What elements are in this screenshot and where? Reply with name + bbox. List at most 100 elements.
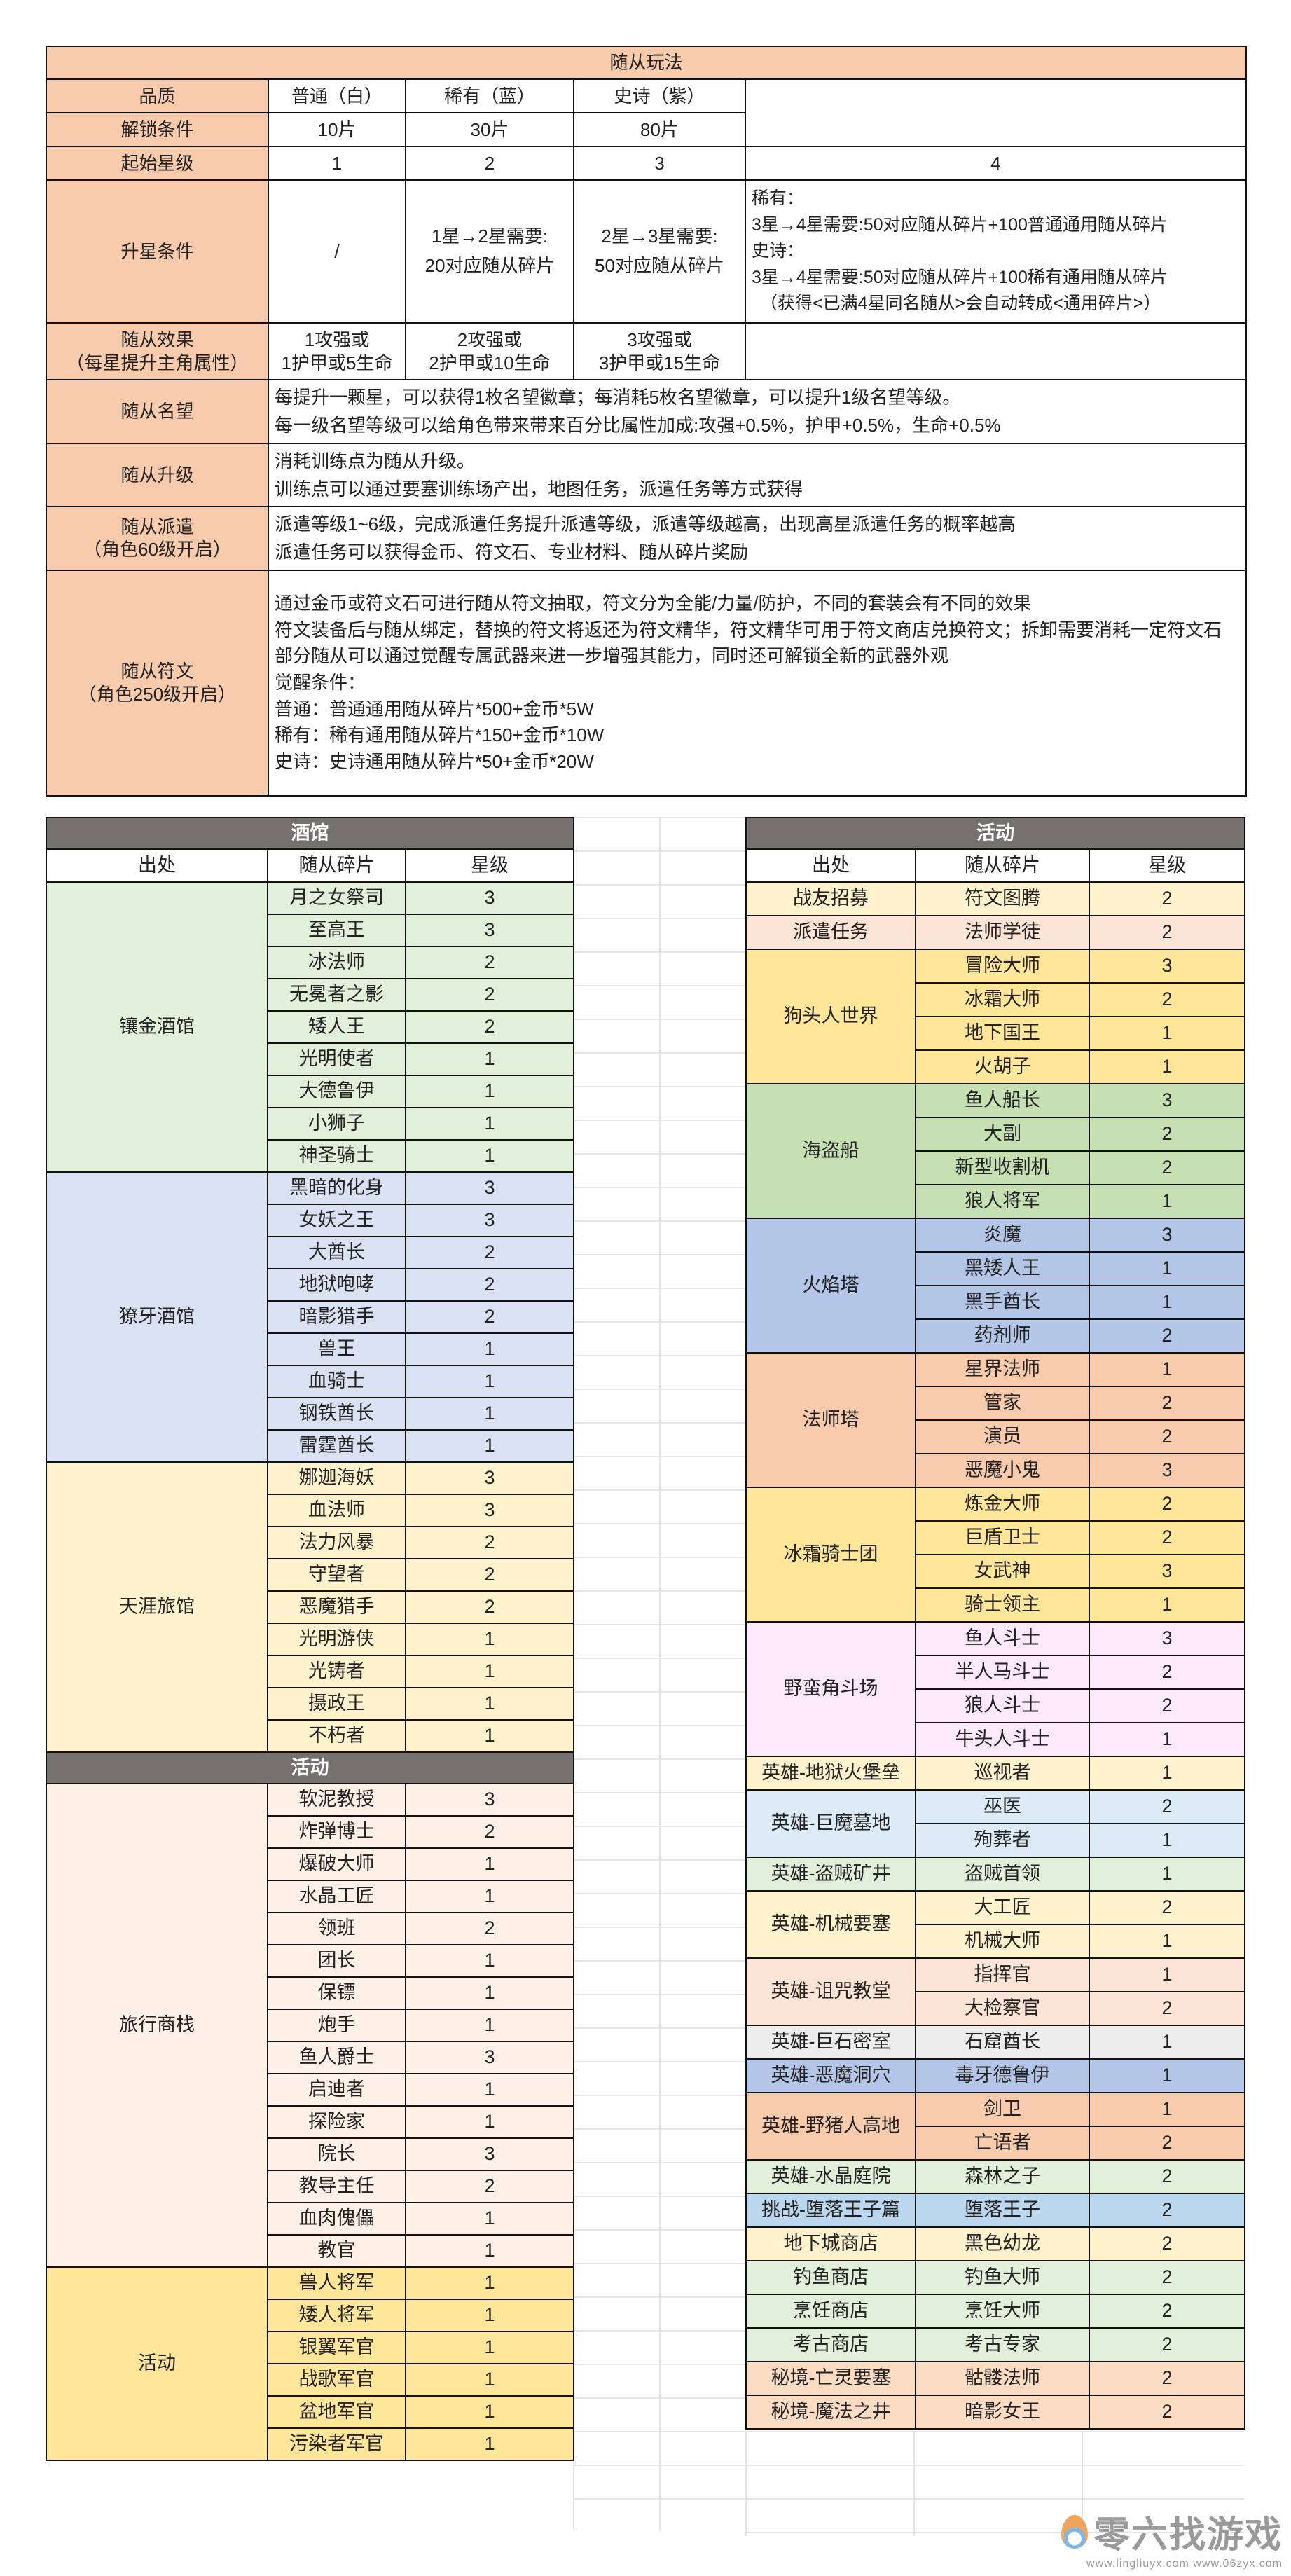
star-level: 3 — [404, 1204, 575, 1237]
shard-name: 堕落王子 — [915, 2193, 1090, 2228]
shard-name: 爆破大师 — [267, 1847, 406, 1881]
table-row: 战友招募 符文图腾 2 — [745, 881, 1246, 916]
table-row: 秘境-亡灵要塞 骷髅法师 2 — [745, 2361, 1246, 2396]
shard-name: 烹饪大师 — [915, 2294, 1090, 2329]
star-level: 1 — [1088, 1184, 1246, 1219]
table-row: 爆破大师 1 — [46, 1847, 575, 1881]
upgrade-star4-line: 3星→4星需要:50对应随从碎片+100稀有通用随从碎片 — [752, 267, 1168, 287]
table-row: 盆地军官 1 — [46, 2395, 575, 2429]
shard-name: 法师学徒 — [915, 915, 1090, 950]
shard-name: 指挥官 — [915, 1957, 1090, 1992]
shard-name: 冒险大师 — [915, 949, 1090, 984]
dispatch-label: 随从派遣 — [120, 516, 194, 537]
star-level: 1 — [404, 2073, 575, 2107]
empty-cell — [745, 78, 1247, 147]
star-level: 2 — [404, 1010, 575, 1044]
shard-name: 炎魔 — [915, 1218, 1090, 1253]
row-label-start-star: 起始星级 — [46, 146, 269, 181]
shard-name: 盆地军官 — [267, 2395, 406, 2429]
table-row: 烹饪商店 烹饪大师 2 — [745, 2294, 1246, 2329]
table-row: 大德鲁伊 1 — [46, 1075, 575, 1108]
row-label-upgrade: 升星条件 — [46, 179, 269, 324]
effect-line: 3攻强或 — [627, 329, 692, 350]
table-row: 血法师 3 — [46, 1494, 575, 1527]
table-row: 英雄-地狱火堡垒 巡视者 1 — [745, 1756, 1246, 1791]
source-cell: 獠牙酒馆 — [46, 1171, 268, 1463]
row-label-levelup: 随从升级 — [46, 442, 269, 508]
tavern-shard-table: 酒馆 出处 随从碎片 星级 镶金酒馆 月之女祭司 3 至高王 3 冰法师 2 无冕者之影 2 矮人王 2 光明… — [45, 817, 575, 2461]
star-level: 2 — [404, 1300, 575, 1334]
star-level: 2 — [1088, 2361, 1246, 2396]
shard-name: 大德鲁伊 — [267, 1075, 406, 1108]
source-cell: 冰霜骑士团 — [745, 1487, 916, 1623]
fame-line: 每提升一颗星，可以获得1枚名望徽章；每消耗5枚名望徽章，可以提升1级名望等级。 — [275, 387, 961, 408]
table-row: 英雄-诅咒教堂 指挥官 1 — [745, 1957, 1246, 2026]
watermark: 零六找游戏 www.lingliuyx.com www.06zyx.com — [1061, 2505, 1283, 2570]
source-cell: 英雄-巨魔墓地 — [745, 1789, 916, 1858]
effect-line: 2攻强或 — [457, 329, 523, 350]
star-level: 1 — [404, 2234, 575, 2268]
star-level: 1 — [1088, 1823, 1246, 1858]
effect-line: 1攻强或 — [304, 329, 370, 350]
star-level: 3 — [404, 1461, 575, 1495]
star-level: 2 — [1088, 1991, 1246, 2026]
effect-line: 3护甲或15生命 — [598, 352, 721, 373]
shard-name: 娜迦海妖 — [267, 1461, 406, 1495]
table-row: 巨盾卫士 2 — [746, 1520, 1246, 1555]
shard-name: 牛头人斗士 — [915, 1722, 1090, 1757]
table-row: 英雄-恶魔洞穴 毒牙德鲁伊 1 — [745, 2058, 1246, 2093]
table-row: 黑手酋长 1 — [746, 1285, 1246, 1320]
shard-name: 软泥教授 — [267, 1783, 406, 1817]
star-level: 2 — [1088, 1520, 1246, 1555]
shard-name: 不朽者 — [267, 1719, 406, 1753]
star-level: 1 — [404, 1139, 575, 1173]
star-level: 3 — [404, 2137, 575, 2171]
shard-name: 殉葬者 — [915, 1823, 1090, 1858]
star-level: 1 — [404, 1075, 575, 1108]
table-row: 英雄-巨石密室 石窟酋长 1 — [745, 2025, 1246, 2060]
table-row: 血骑士 1 — [46, 1365, 575, 1398]
quality-epic: 史诗（紫） — [573, 78, 746, 113]
star-level: 1 — [404, 1944, 575, 1978]
star-level: 2 — [1088, 1318, 1246, 1354]
source-cell: 烹饪商店 — [745, 2294, 916, 2329]
table-row: 大副 2 — [746, 1117, 1246, 1152]
table-row: 至高王 3 — [46, 914, 575, 947]
source-cell: 活动 — [46, 2266, 268, 2461]
fame-line: 每一级名望等级可以给角色带来带来百分比属性加成:攻强+0.5%，护甲+0.5%，… — [275, 415, 1001, 436]
star-level: 2 — [404, 1590, 575, 1624]
table-row: 女武神 3 — [746, 1554, 1246, 1589]
fame-text: 每提升一颗星，可以获得1枚名望徽章；每消耗5枚名望徽章，可以提升1级名望等级。每… — [268, 379, 1247, 444]
shard-name: 光铸者 — [267, 1655, 406, 1688]
shard-name: 狼人斗士 — [915, 1688, 1090, 1723]
upgrade-rare: 1星→2星需要: 20对应随从碎片 — [405, 179, 574, 324]
source-cell: 野蛮角斗场 — [745, 1621, 916, 1757]
table-row: 团长 1 — [46, 1944, 575, 1978]
star-level: 2 — [404, 1236, 575, 1269]
shard-name: 至高王 — [267, 914, 406, 947]
source-cell: 旅行商栈 — [46, 1783, 268, 2268]
shard-name: 雷霆酋长 — [267, 1429, 406, 1463]
star-level: 2 — [1088, 1386, 1246, 1421]
table-row: 女妖之王 3 — [46, 1204, 575, 1237]
upgrade-epic-line: 50对应随从碎片 — [595, 255, 724, 276]
shard-name: 黑矮人王 — [915, 1251, 1090, 1286]
start-star-2: 2 — [405, 146, 574, 181]
section-header-row: 活动 — [745, 817, 1246, 850]
star-level: 1 — [1088, 1251, 1246, 1286]
table-row: 冰霜大师 2 — [746, 982, 1246, 1017]
row-label-rune: 随从符文 （角色250级开启） — [46, 569, 269, 797]
shard-name: 血骑士 — [267, 1365, 406, 1398]
table-row: 黑矮人王 1 — [746, 1251, 1246, 1286]
upgrade-star4-line: 3星→4星需要:50对应随从碎片+100普通通用随从碎片 — [752, 214, 1168, 235]
shard-name: 战歌军官 — [267, 2363, 406, 2397]
row-label-dispatch: 随从派遣 （角色60级开启） — [46, 506, 269, 571]
star-level: 3 — [404, 1494, 575, 1527]
shard-name: 鱼人斗士 — [915, 1621, 1090, 1656]
shard-name: 新型收割机 — [915, 1150, 1090, 1185]
star-level: 2 — [1088, 2126, 1246, 2161]
shard-name: 巨盾卫士 — [915, 1520, 1090, 1555]
source-cell: 钓鱼商店 — [745, 2260, 916, 2295]
effect-common: 1攻强或 1护甲或5生命 — [268, 322, 406, 380]
source-cell: 秘境-亡灵要塞 — [745, 2361, 916, 2396]
